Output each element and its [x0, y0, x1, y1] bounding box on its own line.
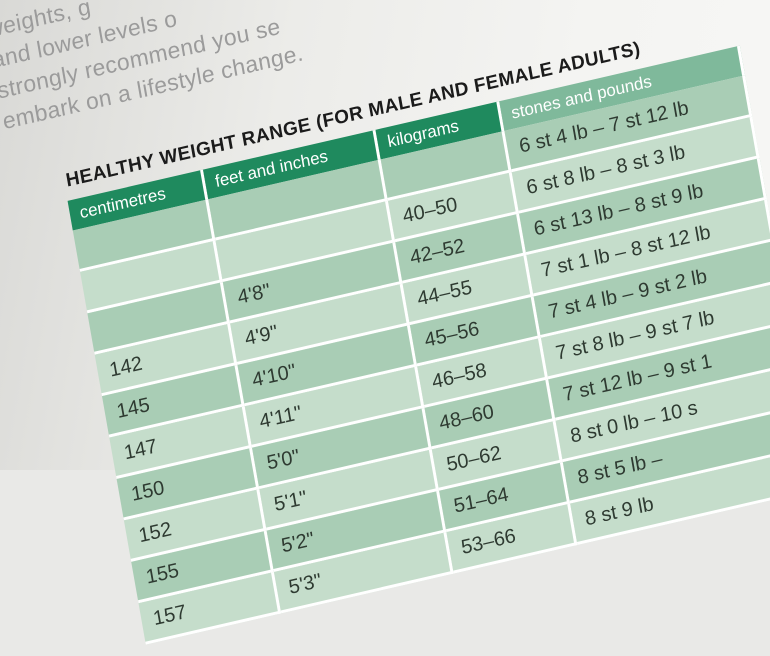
healthy-weight-table: centimetres feet and inches kilograms st… [67, 45, 770, 645]
